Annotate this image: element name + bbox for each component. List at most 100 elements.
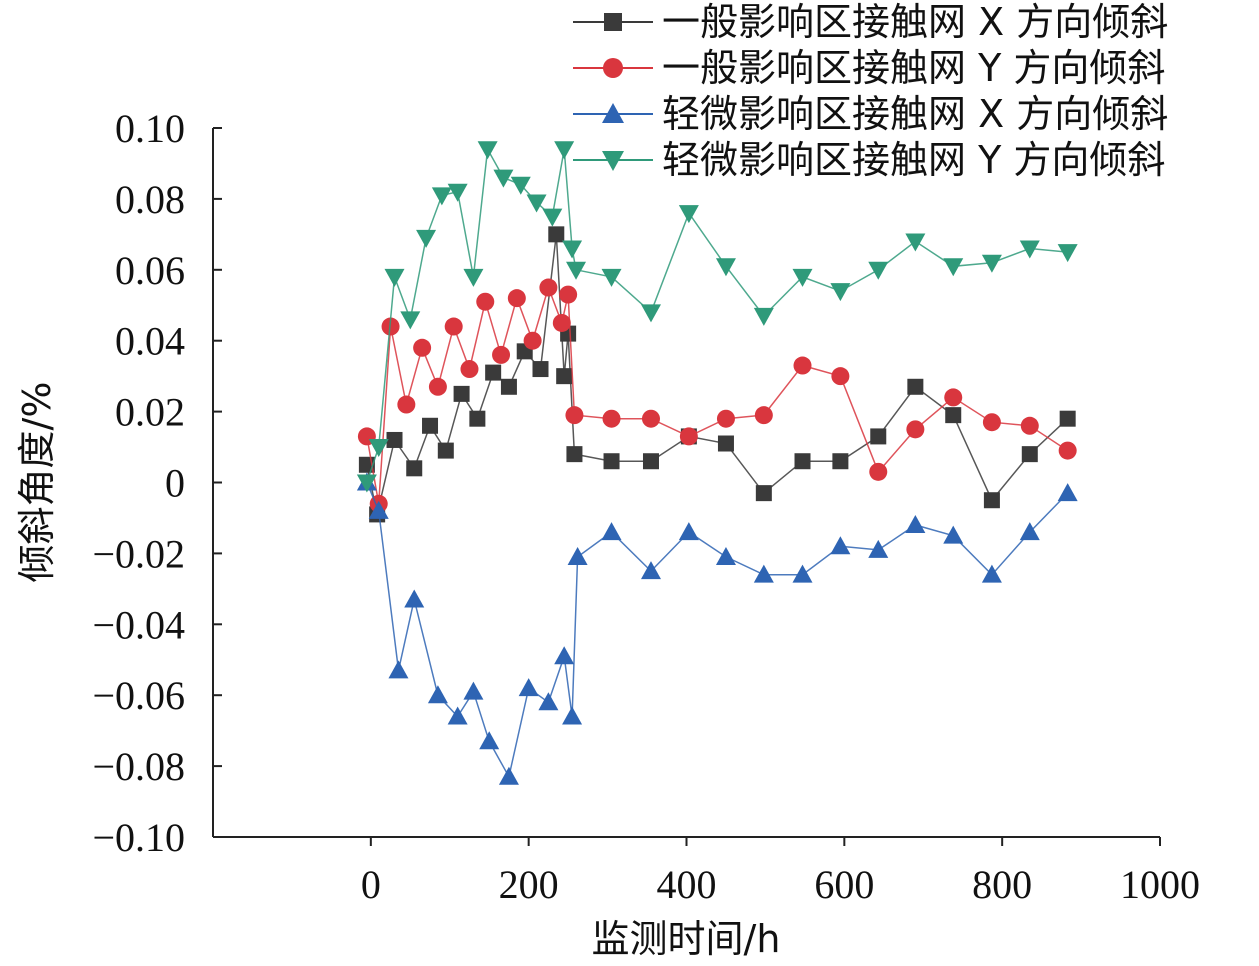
- legend-label: 轻微影响区接触网 Y 方向倾斜: [662, 138, 1165, 182]
- data-point: [427, 685, 448, 704]
- x-tick-label: 0: [361, 862, 381, 907]
- data-point: [1020, 416, 1039, 435]
- data-point: [601, 522, 622, 541]
- legend-marker: [603, 58, 623, 78]
- data-point: [463, 681, 484, 700]
- series-line: [366, 285, 1069, 504]
- data-point: [444, 317, 463, 336]
- data-point: [1058, 441, 1077, 460]
- data-point: [792, 564, 813, 583]
- data-point: [717, 435, 734, 452]
- data-point: [715, 258, 736, 277]
- axis-ticks: 0 200 400 600 800 1000 −0.10 −0.08 −0.06 −0.04 −0.…: [92, 106, 1200, 907]
- data-point: [981, 564, 1002, 583]
- legend-marker: [604, 13, 622, 31]
- data-point: [794, 453, 811, 470]
- data-point: [428, 377, 447, 396]
- data-point: [981, 254, 1002, 273]
- data-point: [498, 766, 519, 785]
- data-point: [523, 331, 542, 350]
- data-point: [868, 539, 889, 558]
- data-point: [753, 564, 774, 583]
- data-point: [905, 233, 926, 252]
- data-point: [944, 388, 963, 407]
- data-point: [640, 561, 661, 580]
- data-point: [642, 453, 659, 470]
- data-point: [422, 417, 439, 434]
- x-tick-label: 1000: [1120, 862, 1200, 907]
- data-point: [463, 268, 484, 287]
- data-point: [755, 485, 772, 502]
- legend-item: 轻微影响区接触网 X 方向倾斜: [573, 92, 1168, 136]
- y-tick-label: −0.10: [92, 815, 185, 860]
- data-point: [640, 304, 661, 323]
- data-point: [518, 678, 539, 697]
- data-point: [431, 187, 452, 206]
- data-point: [368, 439, 389, 458]
- y-tick-label: 0.08: [115, 177, 185, 222]
- legend-label: 轻微影响区接触网 X 方向倾斜: [662, 92, 1168, 136]
- data-point: [603, 453, 620, 470]
- data-point: [870, 428, 887, 445]
- data-point: [493, 169, 514, 188]
- data-point: [400, 311, 421, 330]
- data-point: [554, 646, 575, 665]
- data-point: [492, 345, 511, 364]
- data-point: [1019, 522, 1040, 541]
- data-point: [830, 283, 851, 302]
- data-point: [356, 474, 377, 493]
- data-point: [602, 409, 621, 428]
- data-point: [907, 378, 924, 395]
- data-point: [641, 409, 660, 428]
- data-point: [548, 226, 565, 243]
- legend-marker: [602, 151, 624, 171]
- y-tick-label: 0.04: [115, 319, 185, 364]
- y-tick-label: 0.06: [115, 248, 185, 293]
- data-point: [559, 285, 578, 304]
- data-point: [1057, 483, 1078, 502]
- data-point: [982, 413, 1001, 432]
- y-tick-label: 0.10: [115, 106, 185, 151]
- legend-item: 一般影响区接触网 X 方向倾斜: [573, 0, 1168, 44]
- data-point: [1021, 446, 1038, 463]
- data-point: [404, 589, 425, 608]
- data-point: [905, 515, 926, 534]
- y-tick-label: −0.04: [92, 602, 185, 647]
- y-tick-label: 0.02: [115, 390, 185, 435]
- data-point: [1059, 410, 1076, 427]
- data-point: [753, 307, 774, 326]
- data-point: [556, 368, 573, 385]
- data-point: [476, 292, 495, 311]
- data-point: [510, 176, 531, 195]
- data-point: [552, 313, 571, 332]
- data-point: [716, 409, 735, 428]
- data-point: [384, 268, 405, 287]
- data-point: [1019, 240, 1040, 259]
- x-tick-label: 400: [657, 862, 717, 907]
- legend-marker: [602, 103, 624, 123]
- data-point: [679, 427, 698, 446]
- data-point: [868, 261, 889, 280]
- data-point: [413, 338, 432, 357]
- data-point: [416, 229, 437, 248]
- data-point: [601, 268, 622, 287]
- data-point: [437, 442, 454, 459]
- series-line: [366, 482, 1069, 779]
- data-point: [477, 141, 498, 160]
- data-point: [542, 208, 563, 227]
- data-point: [500, 378, 517, 395]
- x-tick-label: 600: [814, 862, 874, 907]
- data-point: [469, 410, 486, 427]
- data-point: [943, 525, 964, 544]
- data-point: [793, 356, 812, 375]
- data-point: [567, 546, 588, 565]
- x-tick-label: 800: [972, 862, 1032, 907]
- data-point: [1057, 244, 1078, 263]
- data-point: [538, 692, 559, 711]
- y-axis-title: 倾斜角度/%: [15, 382, 59, 583]
- legend-label: 一般影响区接触网 X 方向倾斜: [662, 0, 1168, 44]
- data-point: [678, 205, 699, 224]
- data-point: [943, 258, 964, 277]
